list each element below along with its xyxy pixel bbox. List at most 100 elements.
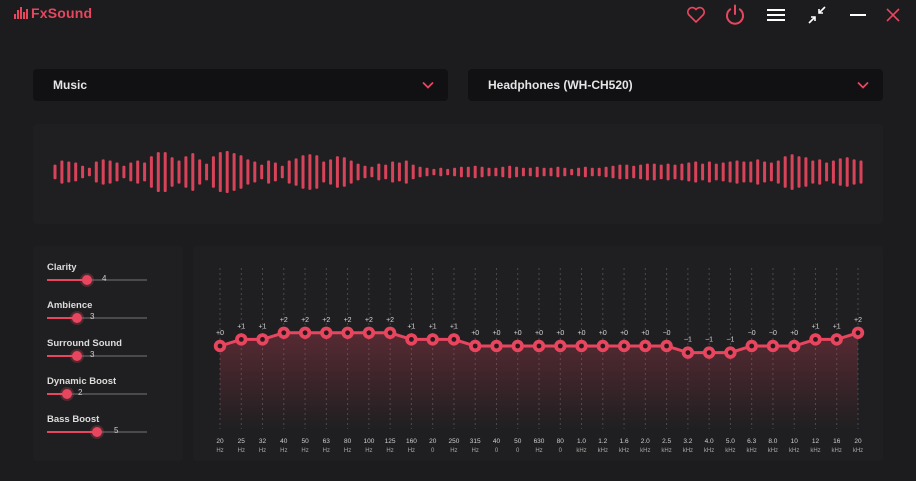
eq-band-knob[interactable]	[596, 339, 609, 353]
eq-frequency-label: 20	[854, 438, 862, 445]
effect-slider-surround-sound[interactable]: Surround Sound 3	[47, 338, 167, 374]
eq-band-knob[interactable]	[766, 339, 780, 353]
eq-band-knob[interactable]	[745, 339, 758, 353]
eq-band-knob[interactable]	[362, 326, 376, 339]
visualizer-bar	[232, 153, 236, 191]
eq-band-knob[interactable]	[341, 326, 354, 339]
eq-band-knob[interactable]	[405, 333, 418, 346]
eq-gain-label: +1	[259, 323, 267, 330]
eq-band-knob[interactable]	[447, 333, 461, 346]
visualizer-bar	[645, 163, 649, 181]
eq-band-knob[interactable]	[256, 333, 269, 346]
eq-band-knob[interactable]	[469, 339, 482, 353]
eq-gain-label: −0	[769, 330, 777, 337]
effect-slider-clarity[interactable]: Clarity 4	[47, 262, 167, 298]
visualizer-bar	[831, 160, 835, 184]
visualizer-bar	[198, 159, 202, 185]
eq-band-knob[interactable]	[702, 346, 716, 359]
visualizer-bar	[308, 154, 312, 190]
eq-band-knob[interactable]	[617, 339, 631, 353]
output-device-dropdown[interactable]: Headphones (WH-CH520)	[468, 69, 883, 101]
effect-slider-ambience[interactable]: Ambience 3	[47, 300, 167, 336]
visualizer-bar	[218, 152, 222, 192]
eq-frequency-label: 3.2	[683, 438, 692, 445]
eq-unit-label: Hz	[301, 448, 308, 454]
slider-knob[interactable]	[72, 351, 82, 361]
visualizer-bar	[473, 165, 477, 179]
eq-band-knob[interactable]	[320, 326, 333, 339]
eq-band-knob[interactable]	[554, 339, 567, 353]
eq-band-knob[interactable]	[724, 346, 737, 359]
slider-track[interactable]	[47, 275, 147, 285]
close-icon[interactable]	[881, 3, 905, 27]
effect-slider-bass-boost[interactable]: Bass Boost 5	[47, 414, 167, 450]
slider-track[interactable]	[47, 313, 147, 323]
eq-band-knob[interactable]	[788, 339, 801, 353]
visualizer-bar	[590, 167, 594, 177]
eq-gain-label: +2	[365, 317, 373, 324]
minimize-icon[interactable]	[846, 3, 870, 27]
eq-band-knob[interactable]	[809, 333, 822, 346]
eq-unit-label: 0	[495, 448, 499, 454]
slider-track[interactable]	[47, 351, 147, 361]
eq-unit-label: kHz	[832, 448, 842, 454]
visualizer-bar	[322, 161, 326, 183]
slider-track[interactable]	[47, 427, 147, 437]
visualizer-bar	[604, 166, 608, 178]
slider-knob[interactable]	[72, 313, 82, 323]
eq-frequency-label: 50	[514, 438, 522, 445]
visualizer-bar	[611, 165, 615, 179]
slider-knob[interactable]	[92, 427, 102, 437]
minimize-view-icon[interactable]	[805, 3, 829, 27]
eq-frequency-label: 8.0	[768, 438, 777, 445]
slider-knob[interactable]	[62, 389, 72, 399]
eq-frequency-label: 20	[216, 438, 224, 445]
favorite-heart-icon[interactable]	[684, 3, 708, 27]
effect-label: Surround Sound	[47, 338, 122, 349]
eq-band-knob[interactable]	[639, 339, 652, 353]
visualizer-bar	[425, 167, 429, 177]
visualizer-bar	[211, 156, 215, 188]
visualizer-bar	[797, 156, 801, 188]
eq-band-knob[interactable]	[426, 333, 439, 346]
eq-band-knob[interactable]	[277, 326, 290, 339]
visualizer-bar	[466, 166, 470, 178]
eq-band-knob[interactable]	[851, 326, 865, 339]
slider-knob[interactable]	[82, 275, 92, 285]
visualizer-bar	[439, 167, 443, 177]
visualizer-bar	[149, 156, 153, 188]
effect-slider-dynamic-boost[interactable]: Dynamic Boost 2	[47, 376, 167, 412]
eq-gain-label: +2	[322, 317, 330, 324]
eq-band-knob[interactable]	[660, 339, 673, 353]
menu-hamburger-icon[interactable]	[764, 3, 788, 27]
visualizer-bar	[632, 165, 636, 179]
visualizer-bar	[453, 167, 457, 177]
visualizer-bar	[556, 166, 560, 178]
eq-unit-label: Hz	[323, 448, 330, 454]
eq-band-knob[interactable]	[298, 326, 312, 339]
visualizer-bar	[852, 159, 856, 185]
eq-band-knob[interactable]	[490, 339, 503, 353]
eq-frequency-label: 125	[385, 438, 396, 445]
power-icon[interactable]	[723, 3, 747, 27]
eq-band-knob[interactable]	[575, 339, 588, 353]
eq-gain-label: −0	[663, 330, 671, 337]
eq-band-knob[interactable]	[511, 339, 524, 353]
eq-band-knob[interactable]	[235, 333, 248, 346]
eq-band-knob[interactable]	[383, 326, 397, 339]
visualizer-bar	[769, 162, 773, 182]
eq-unit-label: 0	[516, 448, 520, 454]
effects-panel: Clarity 4 Ambience 3 Surround Sound 3 Dynamic …	[33, 246, 183, 461]
eq-band-knob[interactable]	[532, 339, 546, 353]
eq-band-knob[interactable]	[213, 339, 227, 353]
preset-dropdown[interactable]: Music	[33, 69, 448, 101]
slider-track[interactable]	[47, 389, 147, 399]
eq-gain-label: +0	[514, 330, 522, 337]
eq-gain-label: −1	[684, 337, 692, 344]
eq-band-knob[interactable]	[681, 346, 695, 359]
eq-unit-label: kHz	[747, 448, 757, 454]
effect-value: 3	[90, 350, 95, 359]
visualizer-bar	[494, 167, 498, 177]
visualizer-bar	[756, 159, 760, 185]
eq-band-knob[interactable]	[830, 333, 843, 346]
